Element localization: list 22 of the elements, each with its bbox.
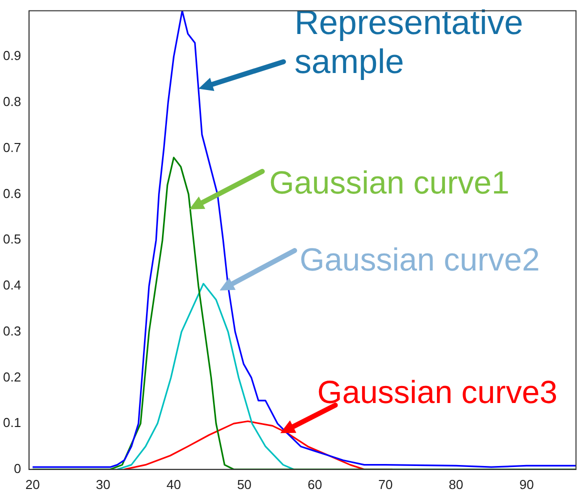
annotation: Gaussian curve2 [300,242,540,278]
x-tick-label: 90 [519,476,534,492]
y-tick-label: 0.9 [2,48,22,64]
y-tick-label: 0.5 [2,232,22,247]
y-tick-label: 0.3 [2,323,22,338]
x-tick-label: 50 [237,476,252,492]
y-tick-label: 0 [14,460,22,476]
annotation: Representative sample [294,4,524,81]
x-tick-label: 60 [308,476,322,492]
x-tick-label: 80 [448,476,464,492]
y-tick-label: 0.1 [2,415,22,430]
y-tick-label: 0.7 [2,140,22,155]
x-tick-label: 20 [25,476,40,492]
y-tick-label: 0.2 [2,369,22,384]
x-tick-label: 40 [166,476,181,492]
y-tick-label: 0.4 [2,278,22,293]
x-tick-label: 70 [378,476,393,492]
y-tick-label: 0.8 [2,94,22,110]
annotation: Gaussian curve3 [317,374,558,410]
x-tick-label: 30 [96,476,110,492]
y-tick-label: 0.6 [2,186,22,201]
annotation: Gaussian curve1 [269,164,510,200]
